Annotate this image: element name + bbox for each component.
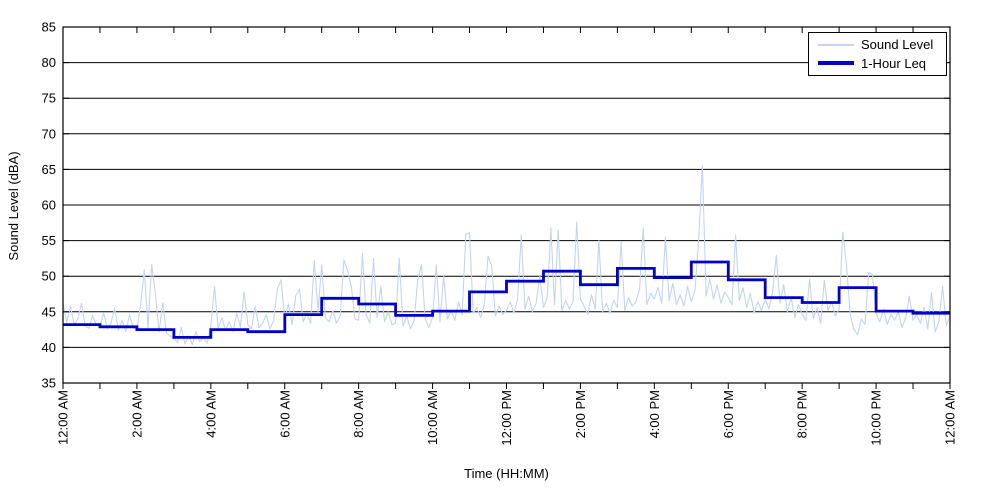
sound-level-series — [62, 165, 951, 346]
x-axis-title: Time (HH:MM) — [464, 466, 549, 481]
x-tick-label: 2:00 PM — [573, 390, 588, 438]
legend-line-sample-sound-level — [818, 43, 854, 46]
y-axis-title: Sound Level (dBA) — [6, 151, 21, 261]
x-tick-label: 10:00 PM — [869, 390, 884, 446]
x-tick-label: 2:00 AM — [129, 390, 144, 438]
y-tick-label: 65 — [42, 162, 56, 177]
y-tick-label: 70 — [42, 126, 56, 141]
y-tick-label: 80 — [42, 55, 56, 70]
x-tick-label: 6:00 AM — [277, 390, 292, 438]
x-tick-label: 8:00 AM — [351, 390, 366, 438]
x-tick-label: 12:00 PM — [499, 390, 514, 446]
x-tick-label: 6:00 PM — [721, 390, 736, 438]
y-tick-label: 45 — [42, 304, 56, 319]
legend: Sound Level 1-Hour Leq — [808, 32, 947, 76]
legend-item-1-hour-leq: 1-Hour Leq — [809, 54, 946, 72]
y-tick-label: 75 — [42, 91, 56, 106]
x-tick-label: 4:00 PM — [647, 390, 662, 438]
y-tick-label: 55 — [42, 233, 56, 248]
legend-label-1-hour-leq: 1-Hour Leq — [861, 55, 927, 71]
x-tick-label: 12:00 AM — [56, 390, 71, 445]
y-tick-label: 60 — [42, 198, 56, 213]
x-tick-label: 4:00 AM — [203, 390, 218, 438]
x-tick-label: 8:00 PM — [795, 390, 810, 438]
y-tick-label: 35 — [42, 376, 56, 391]
x-tick-label: 10:00 AM — [425, 390, 440, 445]
legend-label-sound-level: Sound Level — [861, 37, 934, 53]
leq-series — [63, 260, 950, 339]
y-tick-label: 40 — [42, 340, 56, 355]
y-tick-label: 50 — [42, 269, 56, 284]
legend-item-sound-level: Sound Level — [809, 36, 946, 54]
legend-line-sample-1-hour-leq — [818, 61, 854, 66]
y-tick-label: 85 — [42, 20, 56, 35]
x-tick-label: 12:00 AM — [943, 390, 958, 445]
